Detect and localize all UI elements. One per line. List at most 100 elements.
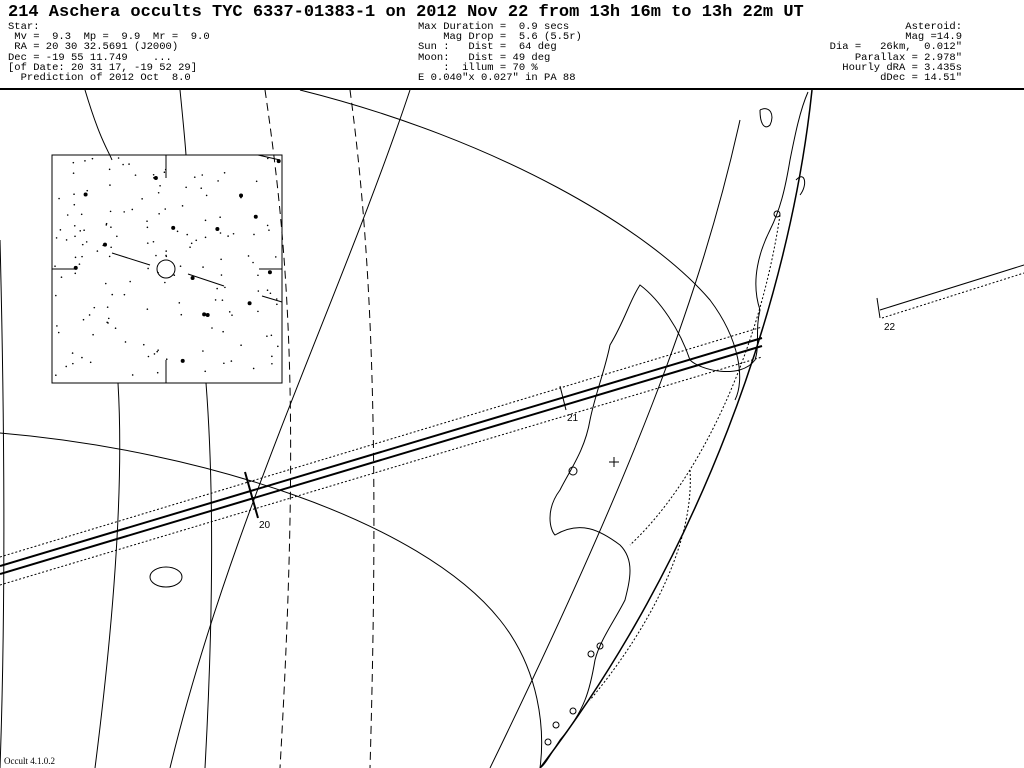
star-dot: [276, 303, 278, 306]
star-dot: [59, 229, 62, 231]
star-chart: [51, 154, 283, 384]
star-dot: [274, 256, 277, 258]
chart-path: [261, 295, 283, 303]
site-marker: [596, 642, 604, 650]
star-dot: [217, 180, 219, 182]
star-dot: [219, 216, 221, 219]
star-dot: [105, 222, 108, 225]
star-dot: [106, 321, 108, 324]
star-dot: [204, 236, 207, 239]
star-dot: [232, 232, 235, 235]
star-dot: [85, 241, 88, 243]
star-dot: [56, 325, 58, 327]
star-dot: [57, 331, 60, 334]
star-dot: [74, 256, 77, 259]
star-dot: [185, 186, 187, 189]
meridian-line: [84, 89, 113, 161]
star-dot: [89, 361, 92, 364]
star-dot: [202, 266, 204, 268]
star-dot: [156, 371, 159, 374]
star-dot: [86, 189, 89, 192]
star-dot: [66, 214, 69, 216]
star-dot: [110, 246, 112, 249]
star-dot: [220, 274, 223, 276]
target-star-circle: [156, 259, 176, 279]
star-dot: [81, 243, 84, 246]
time-tick: [559, 385, 567, 411]
star-dot: [73, 265, 78, 270]
coastline: [795, 176, 806, 196]
version-label: Occult 4.1.0.2: [4, 756, 55, 766]
star-dot: [146, 226, 149, 229]
star-dot: [270, 334, 273, 337]
meridian-line: [0, 239, 5, 768]
star-dot: [223, 172, 226, 174]
star-dot: [224, 286, 226, 289]
star-dot: [221, 299, 224, 301]
star-dot: [156, 350, 159, 353]
star-dot: [215, 227, 220, 232]
star-dot: [83, 192, 88, 197]
star-dot: [128, 163, 130, 165]
star-dot: [110, 226, 112, 228]
path-offearth: [881, 272, 1024, 319]
star-dot: [255, 180, 258, 183]
star-dot: [65, 365, 68, 368]
site-marker: [773, 210, 781, 218]
star-dot: [211, 327, 213, 329]
meridian-line: [204, 382, 213, 768]
path-offearth: [879, 264, 1024, 311]
star-dot: [147, 267, 149, 270]
star-dot: [186, 233, 189, 236]
star-dot: [164, 208, 167, 210]
star-dot: [155, 254, 157, 257]
star-dot: [153, 176, 158, 181]
star-dot: [124, 341, 127, 343]
earth-limb: [539, 89, 813, 768]
star-dot: [178, 302, 181, 304]
time-label-21: 21: [567, 413, 579, 424]
star-dot: [222, 330, 224, 333]
star-dot: [55, 237, 58, 239]
star-dot: [219, 232, 222, 234]
meridian-line: [94, 382, 121, 768]
star-dot: [158, 212, 160, 215]
star-dot: [60, 276, 63, 278]
star-dot: [92, 333, 94, 336]
star-dot: [239, 193, 244, 198]
star-dot: [116, 235, 118, 238]
star-dot: [252, 367, 255, 370]
star-dot: [231, 314, 233, 316]
star-dot: [109, 210, 112, 213]
star-dot: [106, 306, 109, 308]
star-dot: [266, 224, 269, 227]
star-dot: [165, 255, 168, 258]
star-info: Star: Mv = 9.3 Mp = 9.9 Mr = 9.0 RA = 20…: [8, 21, 210, 85]
star-dot: [142, 343, 145, 346]
star-dot: [146, 242, 149, 244]
star-dot: [205, 194, 208, 197]
star-dot: [173, 274, 176, 277]
star-dot: [109, 184, 111, 186]
time-label-22: 22: [884, 322, 896, 333]
asteroid-ellipse: [149, 566, 183, 588]
star-dot: [201, 174, 204, 176]
star-dot: [202, 350, 204, 352]
star-dot: [190, 242, 193, 245]
star-dot: [129, 280, 131, 283]
star-dot: [180, 313, 183, 316]
error-limit-north: [0, 326, 763, 558]
star-dot: [267, 270, 272, 275]
star-dot: [88, 314, 91, 316]
visibility-limit: [589, 469, 691, 701]
star-dot: [252, 261, 254, 264]
star-dot: [83, 229, 85, 232]
coastline: [539, 91, 809, 768]
meridian-line: [489, 119, 741, 768]
star-dot: [164, 281, 166, 284]
star-dot: [146, 220, 148, 222]
star-dot: [93, 306, 96, 309]
star-dot: [205, 313, 210, 318]
time-tick: [244, 471, 259, 519]
